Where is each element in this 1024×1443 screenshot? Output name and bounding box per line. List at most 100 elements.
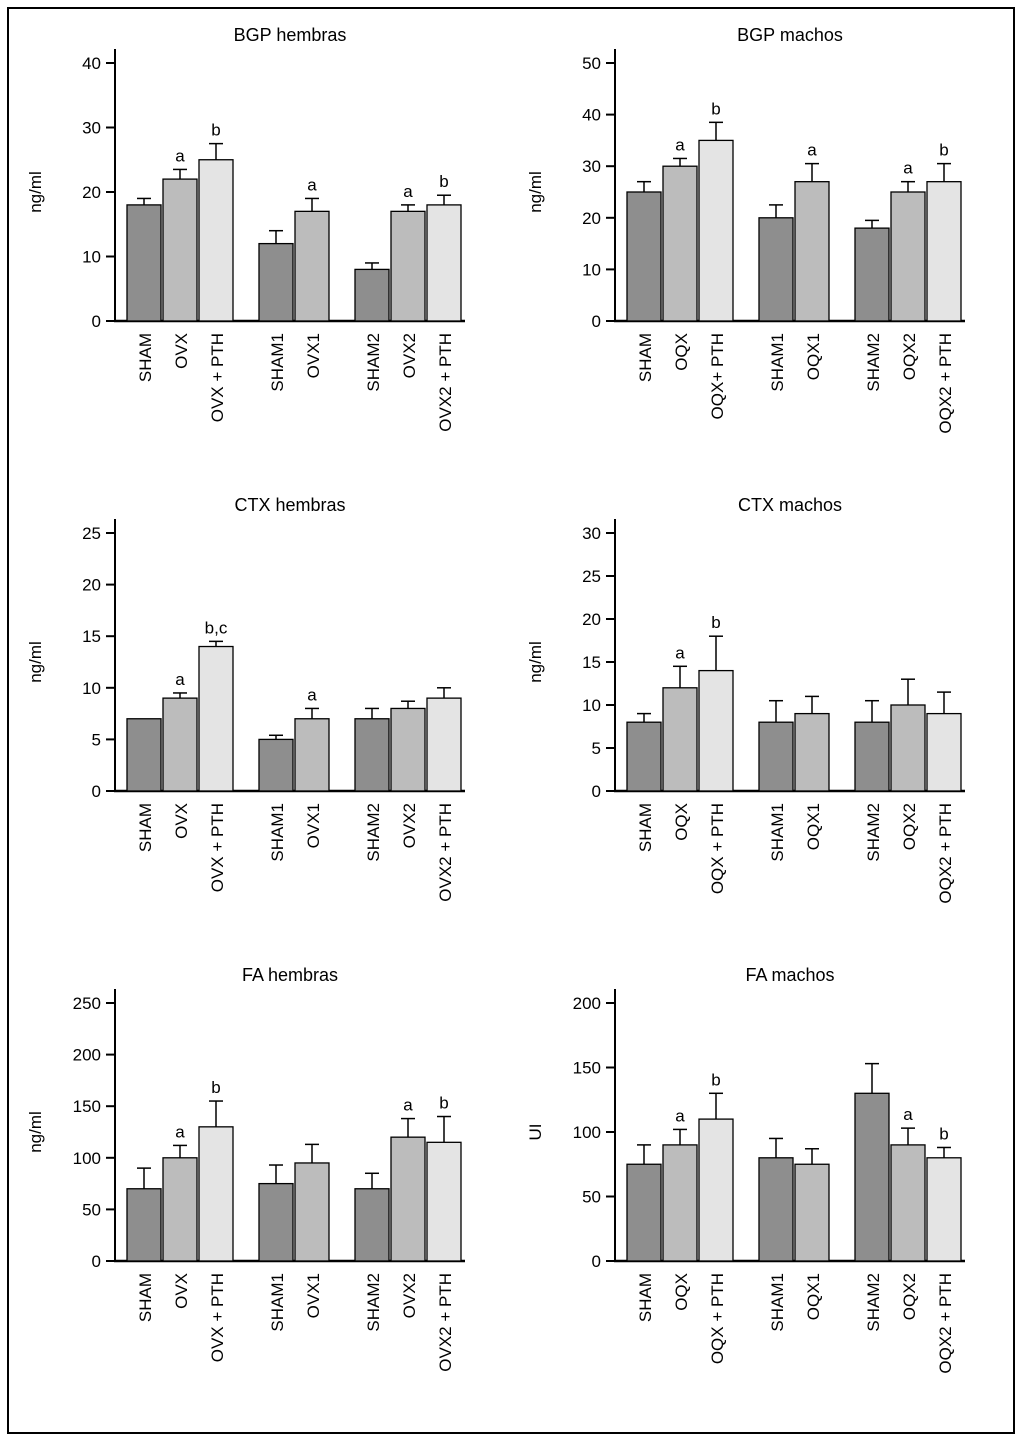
x-tick-label: OVX + PTH bbox=[208, 1273, 227, 1362]
x-tick-label: SHAM2 bbox=[864, 1273, 883, 1332]
y-tick-label: 20 bbox=[82, 576, 101, 595]
x-tick-label: OQX2 bbox=[900, 333, 919, 380]
bar bbox=[126, 1188, 162, 1262]
x-tick-label: OVX bbox=[172, 1273, 191, 1309]
bar bbox=[758, 1157, 794, 1262]
bar bbox=[198, 159, 234, 322]
chart-title: CTX hembras bbox=[234, 495, 345, 515]
x-tick-label: OQX+ PTH bbox=[708, 333, 727, 419]
x-tick-label: OQX2 bbox=[900, 803, 919, 850]
chart-title: CTX machos bbox=[738, 495, 842, 515]
x-tick-label: SHAM2 bbox=[864, 803, 883, 862]
x-tick-label: SHAM bbox=[636, 333, 655, 382]
significance-letter: a bbox=[175, 146, 185, 165]
y-tick-label: 30 bbox=[582, 524, 601, 543]
x-tick-label: SHAM bbox=[136, 803, 155, 852]
bar-chart-ctx-machos: CTX machos ng/ml 0 5 10 15 20 25 30 SHAM a OQX b OQX … bbox=[526, 495, 965, 904]
bar bbox=[662, 1144, 698, 1262]
x-tick-label: SHAM2 bbox=[864, 333, 883, 392]
bar bbox=[794, 1163, 830, 1262]
significance-letter: a bbox=[403, 182, 413, 201]
bar bbox=[890, 191, 926, 322]
y-tick-label: 0 bbox=[592, 1252, 601, 1271]
x-tick-label: SHAM1 bbox=[268, 1273, 287, 1332]
y-tick-label: 0 bbox=[592, 782, 601, 801]
x-tick-label: OVX2 + PTH bbox=[436, 333, 455, 432]
bar bbox=[926, 1157, 962, 1262]
bar bbox=[354, 268, 390, 322]
chart-title: BGP machos bbox=[737, 25, 843, 45]
chart-fa-machos: FA machos UI 0 50 100 150 200 SHAM a OQX b OQX + PT… bbox=[511, 955, 1011, 1423]
x-tick-label: OVX bbox=[172, 333, 191, 369]
bar bbox=[758, 721, 794, 792]
y-tick-label: 50 bbox=[582, 1188, 601, 1207]
y-tick-label: 50 bbox=[582, 54, 601, 73]
x-tick-label: OQX1 bbox=[804, 803, 823, 850]
bar bbox=[926, 181, 962, 322]
y-tick-label: 0 bbox=[92, 1252, 101, 1271]
y-tick-label: 20 bbox=[582, 209, 601, 228]
y-tick-label: 0 bbox=[592, 312, 601, 331]
significance-letter: b bbox=[711, 613, 720, 632]
x-tick-label: OVX2 bbox=[400, 1273, 419, 1318]
bar bbox=[198, 645, 234, 792]
x-tick-label: OVX2 + PTH bbox=[436, 803, 455, 902]
y-axis-label: ng/ml bbox=[526, 641, 545, 683]
x-tick-label: OQX2 + PTH bbox=[936, 803, 955, 904]
chart-fa-hembras: FA hembras ng/ml 0 50 100 150 200 250 SHAM a OVX b O… bbox=[11, 955, 511, 1423]
significance-letter: a bbox=[675, 135, 685, 154]
significance-letter: a bbox=[903, 1105, 913, 1124]
bar bbox=[294, 1162, 330, 1262]
y-tick-label: 40 bbox=[82, 54, 101, 73]
bar bbox=[258, 738, 294, 792]
y-tick-label: 5 bbox=[92, 730, 101, 749]
bar bbox=[390, 1136, 426, 1262]
x-tick-label: OVX2 + PTH bbox=[436, 1273, 455, 1372]
y-tick-label: 10 bbox=[82, 248, 101, 267]
x-tick-label: SHAM bbox=[136, 333, 155, 382]
bar-chart-fa-hembras: FA hembras ng/ml 0 50 100 150 200 250 SHAM a OVX b O… bbox=[26, 965, 465, 1372]
chart-bgp-hembras: BGP hembras ng/ml 0 10 20 30 40 SHAM a OVX b OVX + … bbox=[11, 15, 511, 483]
y-tick-label: 5 bbox=[592, 739, 601, 758]
y-axis-label: ng/ml bbox=[26, 641, 45, 683]
x-tick-label: SHAM1 bbox=[768, 803, 787, 862]
significance-letter: b bbox=[939, 141, 948, 160]
bar bbox=[662, 165, 698, 322]
bar bbox=[698, 1118, 734, 1262]
figure-frame: BGP hembras ng/ml 0 10 20 30 40 SHAM a OVX b OVX + … bbox=[7, 7, 1015, 1434]
y-tick-label: 100 bbox=[573, 1123, 601, 1142]
bar bbox=[258, 242, 294, 322]
x-tick-label: OVX bbox=[172, 803, 191, 839]
bar bbox=[354, 718, 390, 792]
x-tick-label: OQX2 + PTH bbox=[936, 333, 955, 434]
y-tick-label: 40 bbox=[582, 106, 601, 125]
y-tick-label: 10 bbox=[582, 696, 601, 715]
bar bbox=[662, 687, 698, 792]
y-axis-label: UI bbox=[526, 1124, 545, 1141]
x-tick-label: SHAM2 bbox=[364, 803, 383, 862]
x-tick-label: OQX2 + PTH bbox=[936, 1273, 955, 1374]
x-tick-label: OQX bbox=[672, 803, 691, 841]
y-tick-label: 10 bbox=[582, 260, 601, 279]
x-tick-label: OQX1 bbox=[804, 1273, 823, 1320]
y-tick-label: 200 bbox=[573, 994, 601, 1013]
significance-letter: a bbox=[675, 1106, 685, 1125]
significance-letter: b bbox=[439, 1094, 448, 1113]
x-tick-label: OVX2 bbox=[400, 333, 419, 378]
significance-letter: b bbox=[939, 1124, 948, 1143]
x-tick-label: OVX + PTH bbox=[208, 333, 227, 422]
x-tick-label: OVX + PTH bbox=[208, 803, 227, 892]
y-tick-label: 150 bbox=[573, 1059, 601, 1078]
significance-letter: b bbox=[711, 1070, 720, 1089]
bar bbox=[426, 1141, 462, 1262]
bar bbox=[162, 178, 198, 322]
x-tick-label: OQX2 bbox=[900, 1273, 919, 1320]
bar bbox=[126, 204, 162, 322]
y-tick-label: 50 bbox=[82, 1200, 101, 1219]
bar bbox=[258, 1182, 294, 1262]
significance-letter: a bbox=[175, 670, 185, 689]
bar bbox=[198, 1126, 234, 1262]
bar bbox=[890, 1144, 926, 1262]
bar bbox=[626, 721, 662, 792]
y-tick-label: 20 bbox=[82, 183, 101, 202]
